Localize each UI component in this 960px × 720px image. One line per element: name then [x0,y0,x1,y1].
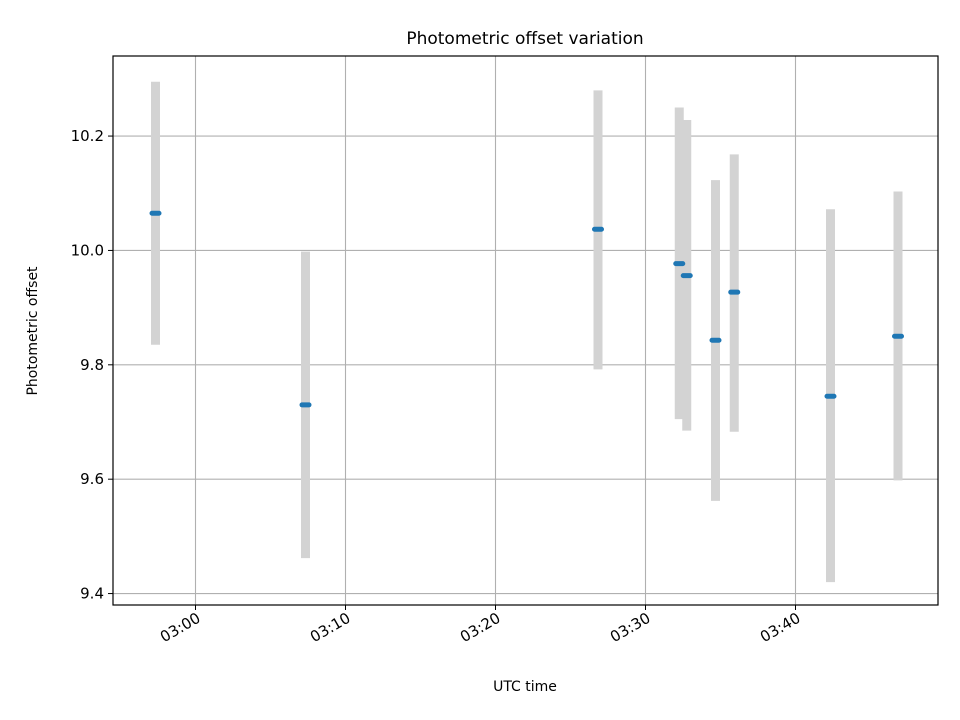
grid [113,56,938,605]
plot-frame [112,55,939,606]
data-point [824,393,837,399]
y-tick-label: 9.8 [80,356,104,374]
x-axis-label: UTC time [493,679,557,695]
y-tick-label: 10.2 [71,127,104,145]
chart-title: Photometric offset variation [406,29,643,49]
data-point [892,333,904,339]
y-axis-label: Photometric offset [25,266,41,396]
data-point [680,273,693,279]
markers [149,210,904,408]
data-point [673,261,686,267]
y-tick-label: 9.6 [80,470,104,488]
y-tick-label: 10.0 [71,241,104,259]
data-point [299,402,312,408]
data-point [728,289,741,295]
y-tick-label: 9.4 [80,585,104,603]
y-ticks: 9.4 9.6 9.8 10.0 10.2 [71,127,113,603]
data-point [592,226,604,232]
data-point [709,337,722,343]
data-point [149,210,162,216]
